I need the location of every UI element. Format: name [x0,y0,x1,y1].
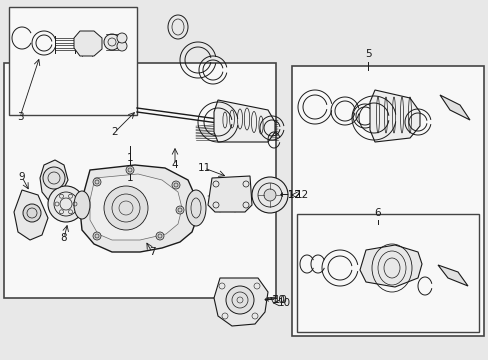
Text: 11: 11 [197,163,210,173]
Circle shape [23,204,41,222]
Text: ←10: ←10 [264,295,286,305]
Polygon shape [369,90,419,142]
Text: 9: 9 [19,172,25,182]
Text: 8: 8 [61,233,67,243]
Text: ←12: ←12 [279,190,301,200]
Circle shape [43,167,65,189]
Text: 1: 1 [126,153,133,163]
Polygon shape [214,278,267,326]
Circle shape [108,38,116,46]
Text: 5: 5 [364,49,370,59]
Circle shape [104,34,120,50]
Text: ←10: ←10 [263,295,285,305]
Circle shape [176,206,183,214]
Text: ←12: ←12 [279,190,301,200]
Circle shape [117,41,127,51]
Bar [4,63,275,298]
Circle shape [117,33,127,43]
Circle shape [156,232,163,240]
Text: 3: 3 [17,112,23,122]
Circle shape [104,186,148,230]
Polygon shape [439,95,469,120]
Polygon shape [40,160,68,202]
Polygon shape [74,31,102,56]
Polygon shape [214,100,274,142]
Polygon shape [80,165,198,252]
Circle shape [251,177,287,213]
Bar [9,7,137,115]
Polygon shape [207,176,251,212]
Circle shape [225,286,253,314]
Text: 12: 12 [295,190,308,200]
Circle shape [172,181,180,189]
Polygon shape [437,265,467,286]
Circle shape [264,189,275,201]
Text: 2: 2 [111,127,118,137]
Text: 4: 4 [171,160,178,170]
Circle shape [93,232,101,240]
Polygon shape [359,245,421,287]
Circle shape [126,166,134,174]
Ellipse shape [185,190,205,226]
Text: 10: 10 [277,298,290,308]
Circle shape [93,178,101,186]
Polygon shape [14,190,48,240]
Text: 7: 7 [148,247,155,257]
Polygon shape [90,174,182,240]
Text: 1: 1 [126,173,133,183]
Bar [296,214,478,332]
Circle shape [48,186,84,222]
Bar [291,66,483,336]
Text: 6: 6 [374,208,381,218]
Ellipse shape [74,191,90,219]
